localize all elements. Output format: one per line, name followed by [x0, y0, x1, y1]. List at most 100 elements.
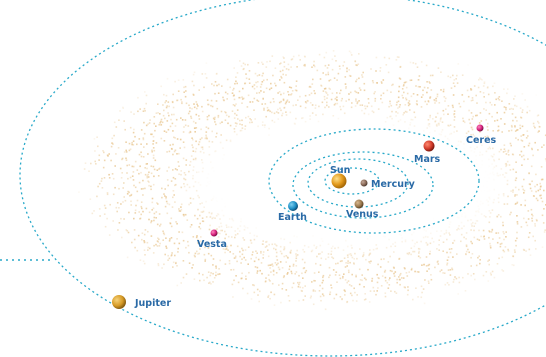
asteroid-speck — [305, 269, 308, 272]
asteroid-speck — [479, 203, 482, 206]
asteroid-speck — [480, 235, 482, 238]
asteroid-speck — [417, 255, 420, 258]
asteroid-speck — [487, 129, 489, 131]
asteroid-speck — [261, 103, 263, 105]
asteroid-speck — [428, 125, 431, 128]
asteroid-speck — [170, 118, 172, 121]
asteroid-speck — [140, 205, 143, 208]
asteroid-speck — [434, 266, 436, 269]
asteroid-speck — [171, 122, 174, 125]
asteroid-speck — [440, 133, 442, 136]
asteroid-speck — [521, 109, 524, 111]
asteroid-speck — [256, 85, 258, 88]
asteroid-speck — [279, 250, 282, 253]
asteroid-speck — [477, 179, 479, 181]
asteroid-speck — [516, 129, 518, 131]
asteroid-speck — [386, 281, 389, 284]
asteroid-speck — [443, 272, 446, 274]
asteroid-speck — [514, 125, 516, 127]
asteroid-speck — [312, 235, 314, 237]
asteroid-speck — [151, 209, 153, 211]
asteroid-speck — [174, 178, 177, 180]
asteroid-speck — [199, 279, 201, 282]
asteroid-speck — [304, 295, 306, 297]
asteroid-speck — [349, 261, 351, 264]
asteroid-speck — [172, 196, 174, 199]
asteroid-speck — [407, 289, 409, 292]
asteroid-speck — [332, 115, 335, 117]
asteroid-speck — [528, 248, 531, 251]
asteroid-speck — [252, 251, 254, 253]
asteroid-speck — [97, 145, 99, 148]
asteroid-speck — [527, 135, 529, 137]
asteroid-speck — [391, 110, 393, 113]
asteroid-speck — [130, 204, 132, 206]
asteroid-speck — [520, 116, 522, 119]
asteroid-speck — [364, 298, 367, 300]
asteroid-speck — [483, 82, 486, 85]
asteroid-speck — [139, 108, 141, 110]
asteroid-speck — [151, 151, 153, 153]
asteroid-speck — [88, 170, 90, 172]
asteroid-speck — [292, 55, 295, 58]
asteroid-speck — [446, 282, 449, 284]
asteroid-speck — [177, 251, 179, 253]
asteroid-speck — [140, 143, 142, 145]
asteroid-speck — [197, 208, 199, 211]
asteroid-speck — [321, 281, 324, 284]
asteroid-speck — [238, 230, 241, 232]
asteroid-speck — [543, 208, 545, 210]
asteroid-speck — [471, 193, 473, 196]
asteroid-speck — [348, 284, 351, 286]
asteroid-speck — [429, 242, 432, 245]
asteroid-speck — [212, 281, 214, 283]
asteroid-speck — [258, 74, 261, 76]
asteroid-speck — [244, 82, 247, 85]
asteroid-speck — [197, 143, 200, 146]
asteroid-speck — [468, 182, 471, 185]
asteroid-speck — [225, 224, 228, 226]
asteroid-speck — [404, 286, 406, 289]
asteroid-speck — [476, 201, 478, 203]
asteroid-speck — [440, 89, 442, 91]
asteroid-speck — [416, 66, 419, 68]
asteroid-speck — [303, 55, 306, 58]
asteroid-speck — [127, 231, 130, 234]
asteroid-speck — [309, 118, 311, 120]
asteroid-speck — [214, 116, 216, 119]
asteroid-speck — [369, 262, 371, 264]
asteroid-speck — [83, 168, 86, 170]
asteroid-speck — [290, 93, 292, 96]
asteroid-speck — [208, 183, 211, 185]
asteroid-speck — [484, 140, 487, 142]
asteroid-speck — [93, 210, 95, 212]
asteroid-speck — [376, 82, 378, 84]
asteroid-speck — [235, 125, 237, 127]
asteroid-speck — [446, 206, 448, 209]
asteroid-speck — [437, 263, 440, 265]
asteroid-speck — [196, 107, 198, 110]
asteroid-speck — [330, 253, 332, 255]
asteroid-speck — [193, 106, 196, 109]
asteroid-speck — [467, 196, 470, 199]
asteroid-speck — [329, 291, 332, 293]
asteroid-speck — [141, 232, 144, 234]
asteroid-speck — [456, 130, 458, 132]
asteroid-speck — [472, 99, 474, 101]
asteroid-speck — [497, 232, 500, 234]
asteroid-speck — [431, 237, 433, 240]
asteroid-speck — [446, 264, 448, 266]
asteroid-speck — [193, 84, 195, 87]
asteroid-speck — [465, 132, 468, 135]
asteroid-speck — [132, 165, 135, 168]
asteroid-speck — [416, 103, 418, 106]
asteroid-speck — [355, 91, 358, 94]
asteroid-speck — [441, 129, 444, 131]
asteroid-speck — [220, 222, 222, 225]
asteroid-speck — [389, 255, 391, 258]
asteroid-speck — [420, 106, 423, 108]
asteroid-speck — [180, 173, 182, 176]
asteroid-speck — [211, 105, 214, 108]
asteroid-speck — [194, 150, 197, 153]
asteroid-speck — [479, 131, 481, 133]
